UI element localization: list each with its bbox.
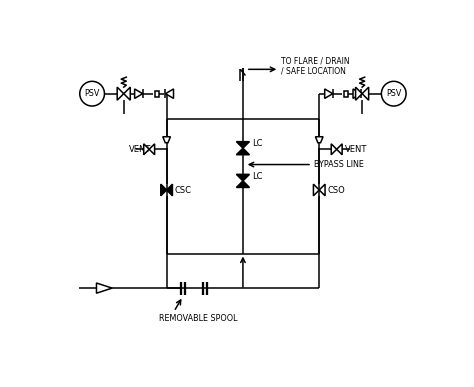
Polygon shape [237,181,249,187]
Text: PSV: PSV [386,89,401,98]
Polygon shape [166,184,173,196]
Polygon shape [144,144,149,155]
Text: CSC: CSC [174,186,191,195]
Polygon shape [325,89,333,98]
Polygon shape [337,144,342,155]
Polygon shape [124,87,130,100]
Bar [155,91,159,97]
Text: LC: LC [252,139,263,148]
Polygon shape [149,144,155,155]
Polygon shape [362,87,369,100]
Text: PSV: PSV [84,89,100,98]
Polygon shape [135,89,143,98]
Text: REMOVABLE SPOOL: REMOVABLE SPOOL [159,314,238,323]
Polygon shape [161,184,166,196]
Polygon shape [353,89,361,98]
Text: LC: LC [252,172,263,181]
Polygon shape [165,89,173,98]
Polygon shape [97,283,112,293]
Text: TO FLARE / DRAIN: TO FLARE / DRAIN [281,57,350,66]
Text: BYPASS LINE: BYPASS LINE [314,160,364,169]
Polygon shape [237,175,249,181]
Polygon shape [237,142,249,148]
Polygon shape [315,137,323,143]
Polygon shape [313,184,319,196]
Polygon shape [237,148,249,155]
Text: VENT: VENT [128,145,151,154]
Polygon shape [331,144,337,155]
Text: VENT: VENT [346,145,368,154]
Polygon shape [117,87,124,100]
Text: / SAFE LOCATION: / SAFE LOCATION [281,67,346,75]
Polygon shape [356,87,362,100]
Text: CSO: CSO [327,186,345,195]
Polygon shape [163,137,171,143]
Polygon shape [319,184,325,196]
Bar [344,91,347,97]
